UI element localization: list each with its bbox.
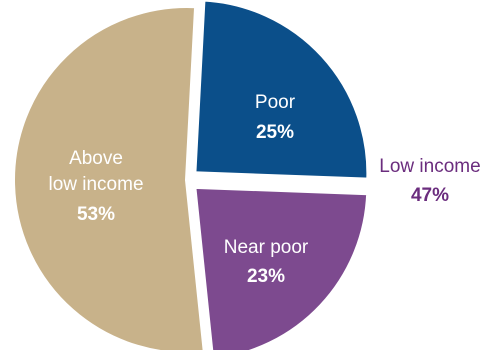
slice-label-near-poor: Near poor xyxy=(224,237,309,258)
pie-slice-poor xyxy=(192,0,371,182)
slice-label-poor: Poor xyxy=(255,92,296,113)
slices-layer xyxy=(11,0,371,350)
group-label-low-income: Low income xyxy=(379,156,480,177)
slice-value-near-poor: 23% xyxy=(247,266,285,287)
pie-slice-near-poor xyxy=(192,184,371,350)
slice-label-above-line1: Above xyxy=(69,148,123,169)
pie-slice-above xyxy=(11,4,207,350)
slice-label-above-line2: low income xyxy=(48,174,143,195)
group-value-low-income: 47% xyxy=(411,185,449,206)
slice-value-above: 53% xyxy=(77,204,115,225)
slice-value-poor: 25% xyxy=(256,122,294,143)
